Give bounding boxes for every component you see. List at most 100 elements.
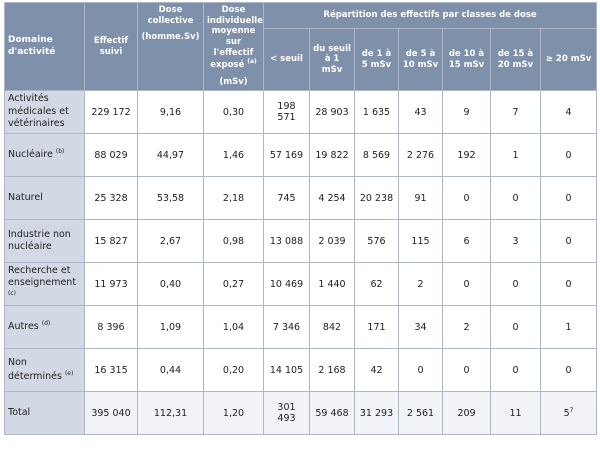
value-cell: 2 168 — [309, 348, 355, 393]
header-unit: (mSv) — [219, 76, 248, 87]
value-cell: 1,09 — [137, 305, 204, 350]
value-cell: 1 440 — [309, 261, 355, 307]
cell-value: 0 — [463, 278, 470, 290]
cell-value: 842 — [322, 321, 342, 333]
cell-value: 1 635 — [362, 106, 391, 118]
value-cell: 57 169 — [263, 133, 310, 177]
value-cell: 0 — [539, 261, 598, 307]
domain-label: Recherche et enseignement — [8, 265, 77, 289]
cell-value: 745 — [277, 192, 296, 204]
cell-value: 198 571 — [277, 101, 296, 123]
value-cell: 53,58 — [137, 176, 204, 220]
table-row: Nucléaire (b) 88 029 44,97 1,46 57 169 19 822… — [4, 133, 598, 177]
value-cell: 57 — [539, 391, 598, 436]
domain-label: Industrie non nucléaire — [8, 228, 71, 252]
cell-value: 62 — [370, 278, 383, 290]
cell-value: 0 — [417, 364, 424, 376]
value-cell: 0 — [539, 348, 598, 393]
header-cell: de 10 à 15 mSv — [442, 28, 491, 91]
cell-value: 0 — [565, 149, 572, 161]
value-cell: 0 — [442, 176, 491, 220]
value-cell: 0 — [442, 348, 491, 393]
cell-value: 4 254 — [318, 192, 346, 204]
header-cell: Dose collective (homme.Sv) — [137, 2, 204, 91]
cell-value: 192 — [457, 149, 476, 161]
value-cell: 209 — [442, 391, 491, 436]
value-cell: 198 571 — [263, 90, 310, 134]
value-cell: 2 276 — [398, 133, 443, 177]
value-cell: 0 — [539, 219, 598, 263]
cell-value: 0 — [463, 192, 470, 204]
cell-value: 14 105 — [269, 364, 304, 376]
cell-value: 2 561 — [406, 407, 435, 419]
cell-value: 301 493 — [277, 402, 296, 425]
domain-label: Autres — [8, 321, 39, 333]
cell-value: 0 — [565, 364, 572, 376]
table-row: Non déterminés (e) 16 315 0,44 0,20 14 105 2 … — [4, 348, 598, 393]
cell-value: 2 039 — [318, 235, 346, 247]
header-cell: Domaine d'activité — [4, 2, 85, 91]
cell-value: 6 — [463, 235, 470, 247]
header-text: Dose individuelle moyenne sur l'effectif… — [207, 5, 263, 70]
value-cell: 62 — [354, 261, 399, 307]
cell-value: 115 — [411, 235, 430, 247]
header-row: Domaine d'activité Effectif suivi Dose c… — [4, 2, 598, 91]
table-row: Naturel 25 328 53,58 2,18 745 4 254 20 238 91 0 0… — [4, 176, 598, 220]
domain-cell: Naturel — [4, 176, 85, 220]
value-cell: 42 — [354, 348, 399, 393]
value-cell: 31 293 — [354, 391, 399, 436]
header-unit: (homme.Sv) — [141, 32, 200, 43]
table-body: Activités médicales et vétérinaires 229 1… — [4, 90, 598, 436]
cell-value: 16 315 — [94, 364, 128, 376]
cell-value: 25 328 — [94, 192, 128, 204]
domain-label: Activités médicales et vétérinaires — [8, 93, 69, 130]
cell-note: 7 — [569, 407, 574, 415]
cell-value: 1,04 — [222, 321, 245, 333]
value-cell: 4 254 — [309, 176, 355, 220]
cell-value: 59 468 — [315, 407, 349, 419]
value-cell: 115 — [398, 219, 443, 263]
domain-label: Non déterminés — [8, 357, 62, 382]
cell-value: 91 — [414, 192, 427, 204]
table-row: Total 395 040 112,31 1,20 301 493 59 468 31 29… — [4, 391, 598, 436]
cell-value: 9 — [463, 106, 470, 118]
cell-value: 1 440 — [318, 278, 346, 290]
cell-value: 4 — [565, 106, 572, 118]
header-note: (a) — [247, 58, 257, 66]
cell-value: 2 168 — [318, 364, 346, 376]
value-cell: 1 — [539, 305, 598, 350]
cell-value: 0 — [512, 278, 519, 290]
value-cell: 11 — [490, 391, 541, 436]
domain-note: (b) — [55, 148, 65, 156]
value-cell: 171 — [354, 305, 399, 350]
cell-value: 44,97 — [156, 149, 185, 161]
value-cell: 0 — [398, 348, 443, 393]
value-cell: 0,98 — [203, 219, 264, 263]
cell-value: 0,40 — [159, 278, 182, 290]
cell-value: 0 — [512, 192, 519, 204]
header-cell: de 5 à 10 mSv — [398, 28, 443, 91]
value-cell: 7 346 — [263, 305, 310, 350]
header-cell: < seuil — [263, 28, 310, 91]
cell-value: 0,20 — [222, 364, 245, 376]
value-cell: 59 468 — [309, 391, 355, 436]
cell-value: 0 — [512, 364, 519, 376]
value-cell: 1 — [490, 133, 541, 177]
value-cell: 192 — [442, 133, 491, 177]
value-cell: 1 635 — [354, 90, 399, 134]
value-cell: 7 — [490, 90, 541, 134]
value-cell: 1,04 — [203, 305, 264, 350]
value-cell: 2 — [398, 261, 443, 307]
table-row: Autres (d) 8 396 1,09 1,04 7 346 842 171 34 2 0 1 — [4, 305, 598, 350]
cell-value: 1 — [512, 149, 519, 161]
domain-cell: Autres (d) — [4, 305, 85, 350]
cell-value: 13 088 — [269, 235, 304, 247]
domain-cell: Activités médicales et vétérinaires — [4, 90, 85, 134]
value-cell: 3 — [490, 219, 541, 263]
header-cell: Effectif suivi — [84, 2, 138, 91]
cell-value: 11 973 — [94, 278, 128, 290]
cell-value: 0,44 — [159, 364, 182, 376]
cell-value: 31 293 — [359, 407, 394, 419]
cell-value: 1,46 — [222, 149, 245, 161]
